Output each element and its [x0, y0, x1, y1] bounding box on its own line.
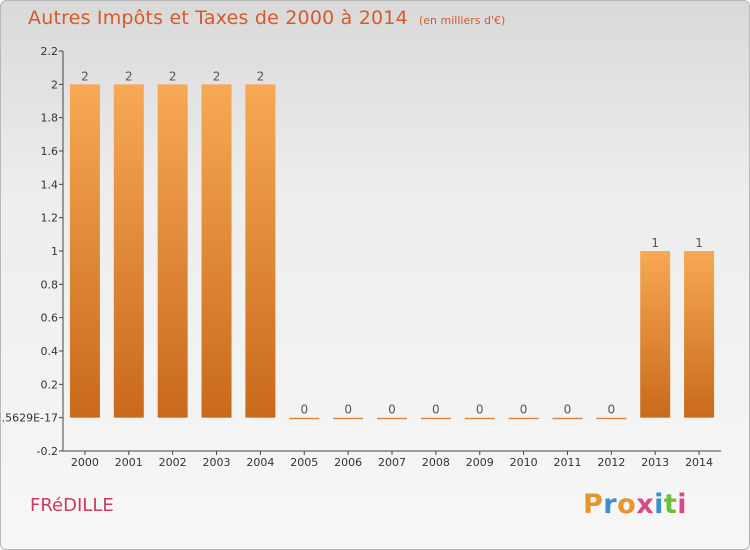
bar-2005	[289, 417, 320, 420]
logo-letter: x	[636, 489, 655, 520]
data-label-2009: 0	[476, 403, 484, 417]
bar-2011	[552, 417, 583, 420]
y-tick-label: 1.2	[41, 212, 59, 225]
chart-title-main: Autres Impôts et Taxes de 2000 à 2014	[28, 7, 408, 29]
x-tick-label: 2007	[378, 456, 406, 469]
chart-data-labels: 2 2 2 2 2 0 0 0 0 0 0 0 0 1 1	[81, 69, 703, 416]
proxiti-logo[interactable]: Proxiti	[583, 489, 687, 520]
x-tick-label: 2009	[466, 456, 494, 469]
bar-2009	[464, 417, 495, 420]
chart-title: Autres Impôts et Taxes de 2000 à 2014 (e…	[28, 7, 505, 29]
data-label-2007: 0	[388, 403, 396, 417]
data-label-2004: 2	[257, 69, 265, 83]
y-tick-label: 1.6	[41, 145, 59, 158]
bar-2002	[157, 84, 188, 418]
bar-2008	[420, 417, 451, 420]
y-tick-label: 1	[51, 245, 58, 258]
y-tick-label: -1.5629E-17	[1, 412, 58, 425]
chart-bars	[69, 84, 715, 420]
logo-letter: P	[583, 489, 604, 520]
data-label-2001: 2	[125, 69, 133, 83]
logo-letter: i	[677, 489, 688, 520]
x-tick-label: 2012	[597, 456, 625, 469]
y-tick-label: 0.6	[41, 312, 59, 325]
bar-2006	[333, 417, 364, 420]
x-tick-label: 2004	[246, 456, 274, 469]
y-tick-label: 0.4	[41, 345, 59, 358]
logo-letter: r	[603, 489, 618, 520]
logo-letter: t	[663, 489, 678, 520]
data-label-2002: 2	[169, 69, 177, 83]
bar-2013	[640, 251, 671, 418]
bar-2012	[596, 417, 627, 420]
x-tick-label: 2013	[641, 456, 669, 469]
x-tick-label: 2002	[159, 456, 187, 469]
bar-2010	[508, 417, 539, 420]
chart-subtitle: (en milliers d'€)	[418, 14, 506, 27]
x-tick-label: 2008	[422, 456, 450, 469]
y-tick-label: 0.8	[41, 278, 59, 291]
x-tick-label: 2010	[510, 456, 538, 469]
y-tick-label: -0.2	[37, 445, 58, 458]
y-tick-label: 1.4	[41, 178, 59, 191]
logo-letter: o	[617, 489, 637, 520]
data-label-2012: 0	[608, 403, 616, 417]
y-tick-label: 2	[51, 78, 58, 91]
x-tick-label: 2005	[290, 456, 318, 469]
x-tick-label: 2000	[71, 456, 99, 469]
data-label-2011: 0	[564, 403, 572, 417]
x-tick-label: 2014	[685, 456, 713, 469]
bar-2007	[377, 417, 407, 420]
data-label-2010: 0	[520, 403, 528, 417]
data-label-2003: 2	[213, 69, 221, 83]
bar-2003	[201, 84, 232, 418]
data-label-2006: 0	[344, 403, 352, 417]
data-label-2000: 2	[81, 69, 89, 83]
data-label-2008: 0	[432, 403, 440, 417]
x-tick-label: 2001	[115, 456, 143, 469]
bar-2001	[113, 84, 144, 418]
data-label-2014: 1	[695, 236, 703, 250]
data-label-2005: 0	[300, 403, 308, 417]
commune-name: FRéDILLE	[30, 495, 114, 516]
x-tick-label: 2006	[334, 456, 362, 469]
data-label-2013: 1	[651, 236, 659, 250]
x-tick-label: 2011	[553, 456, 581, 469]
bar-2014	[684, 251, 715, 418]
y-tick-label: 0.2	[41, 378, 59, 391]
y-tick-label: 1.8	[41, 112, 59, 125]
logo-letter: i	[654, 489, 664, 520]
bar-2000	[69, 84, 100, 418]
x-tick-label: 2003	[203, 456, 231, 469]
chart-axes: 2.2 2 1.8 1.6 1.4 1.2 1 0.8 0.6 0.4 0.2 -1.5629E-17…	[1, 45, 721, 469]
bar-2004	[245, 84, 276, 418]
y-tick-label: 2.2	[41, 45, 59, 58]
